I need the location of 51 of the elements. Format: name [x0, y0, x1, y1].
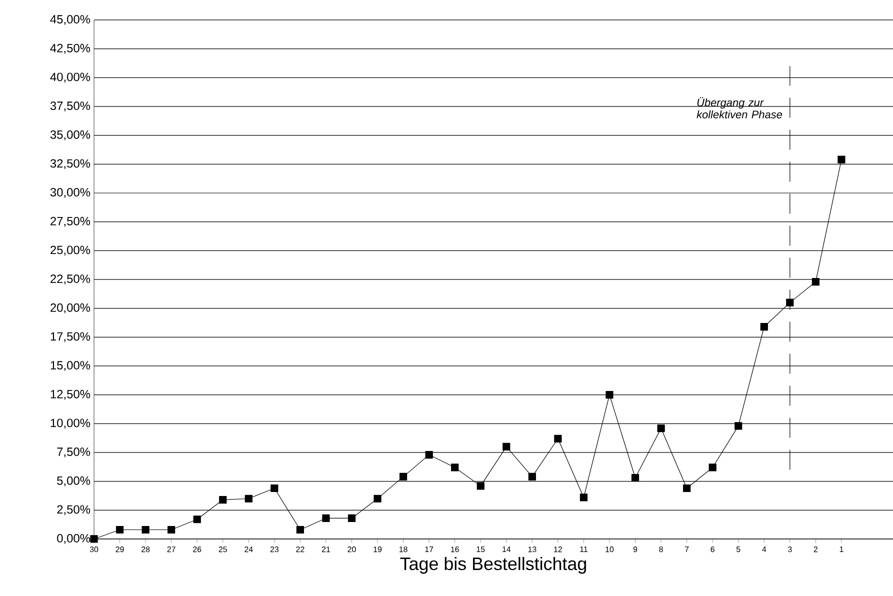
- point: [193, 516, 201, 524]
- point: [528, 472, 536, 481]
- point: [116, 526, 124, 534]
- point: [631, 474, 640, 482]
- y-tick-label: 27,50%: [50, 216, 90, 227]
- point: [502, 442, 510, 451]
- point: [168, 526, 176, 534]
- x-axis-title: Tage bis Bestellstichtag: [400, 556, 586, 574]
- point: [322, 514, 330, 522]
- y-tick-label: 15,00%: [50, 361, 90, 371]
- point: [348, 514, 356, 522]
- point: [400, 472, 408, 481]
- point: [90, 535, 98, 543]
- y-tick-label: 32,50%: [50, 159, 90, 170]
- y-tick-label: 0,00%: [57, 534, 90, 544]
- y-tick-label: 40,00%: [50, 72, 90, 83]
- point: [374, 494, 382, 502]
- y-tick-label: 7,50%: [57, 448, 90, 458]
- point: [580, 494, 588, 502]
- point: [244, 494, 252, 502]
- y-tick-label: 45,00%: [50, 15, 90, 25]
- y-tick-label: 2,50%: [57, 505, 90, 516]
- y-tick-label: 12,50%: [50, 390, 90, 400]
- y-tick-label: 10,00%: [50, 418, 90, 429]
- point: [812, 278, 820, 286]
- point: [838, 156, 846, 164]
- point: [708, 464, 716, 472]
- y-tick-label: 35,00%: [50, 130, 90, 140]
- y-tick-label: 30,00%: [50, 188, 90, 198]
- y-tick-label: 42,50%: [50, 44, 90, 54]
- point: [219, 496, 227, 504]
- ref-line-label: Übergang zur kollektiven Phase: [696, 97, 782, 118]
- point: [683, 484, 691, 492]
- y-tick-label: 37,50%: [50, 102, 90, 112]
- y-tick-label: 22,50%: [50, 274, 90, 284]
- point: [554, 434, 562, 442]
- point: [734, 422, 742, 430]
- y-tick-label: 20,00%: [50, 303, 90, 314]
- y-tick-label: 25,00%: [50, 246, 90, 256]
- point: [270, 484, 278, 492]
- point: [142, 526, 150, 534]
- point: [296, 526, 304, 534]
- point: [451, 464, 459, 472]
- point: [425, 450, 433, 459]
- y-tick-label: 17,50%: [50, 332, 90, 342]
- point: [657, 424, 665, 432]
- point: [606, 391, 614, 399]
- point: [786, 298, 794, 306]
- y-tick-label: 5,00%: [57, 476, 90, 486]
- point: [760, 322, 768, 331]
- point: [476, 482, 484, 490]
